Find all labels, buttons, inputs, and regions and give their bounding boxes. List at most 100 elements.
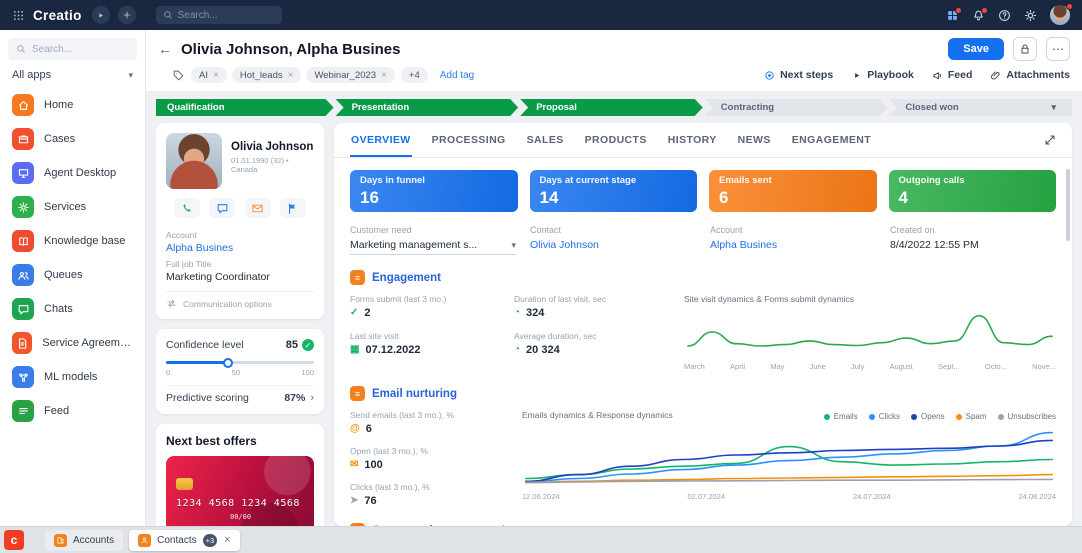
sidebar-item-services[interactable]: Services	[8, 190, 137, 224]
tag-chip[interactable]: Webinar_2023 ×	[306, 67, 395, 83]
tag-icon	[172, 69, 185, 82]
workspaces-icon[interactable]	[946, 6, 962, 22]
tab-overview[interactable]: OVERVIEW	[350, 123, 412, 157]
metric-emails-sent[interactable]: Emails sent 6	[709, 170, 877, 212]
tag-label: Hot_leads	[239, 69, 283, 81]
pipeline-stage-proposal[interactable]: Proposal	[520, 99, 703, 116]
contact-roles-title[interactable]: Contact roles	[372, 525, 446, 527]
taskbar-tab-contacts[interactable]: Contacts +3 ×	[129, 529, 240, 551]
attachments-button[interactable]: Attachments	[990, 69, 1070, 81]
global-search[interactable]	[155, 6, 282, 24]
tag-chip[interactable]: AI ×	[191, 67, 227, 83]
taskbar-tab-accounts[interactable]: Accounts	[45, 529, 124, 551]
roles-search-input[interactable]	[552, 525, 627, 526]
mail-button[interactable]	[244, 198, 271, 218]
engagement-stats: Forms submit (last 3 mo.) ✓ 2 Duration of l…	[350, 294, 664, 371]
field-value[interactable]: Alpha Busines	[710, 239, 876, 251]
user-avatar[interactable]	[1050, 3, 1073, 25]
back-button[interactable]: ←	[158, 41, 172, 57]
close-tab-icon[interactable]: ×	[224, 534, 231, 546]
sidebar-item-home[interactable]: Home	[8, 88, 137, 122]
field-value[interactable]: Olivia Johnson	[530, 239, 696, 251]
sidebar-item-cases[interactable]: Cases	[8, 122, 137, 156]
scrollbar-thumb[interactable]	[1066, 169, 1070, 241]
tab-news[interactable]: NEWS	[737, 134, 771, 146]
tab-products[interactable]: PRODUCTS	[584, 134, 647, 146]
communication-options-button[interactable]: Communication options	[166, 298, 314, 309]
legend-item-clicks: Clicks	[868, 412, 900, 421]
tags-overflow[interactable]: +4	[400, 67, 428, 83]
field-value[interactable]: Marketing management s... ▾	[350, 239, 516, 255]
roles-search[interactable]	[537, 525, 627, 526]
pipeline-stage-presentation[interactable]: Presentation	[336, 99, 519, 116]
field-label: Created on	[890, 225, 935, 235]
legend-dot	[955, 413, 962, 420]
email-nurturing-title[interactable]: Email nurturing	[372, 387, 457, 400]
workspace-selector[interactable]: All apps ▾	[8, 60, 137, 88]
next-steps-button[interactable]: Next steps	[764, 69, 833, 81]
credit-card-image[interactable]: 1234 4568 1234 4568 00/00 CARDHOLDER NAM…	[166, 456, 314, 526]
sidebar-item-queues[interactable]: Queues	[8, 258, 137, 292]
add-tag-button[interactable]: Add tag	[439, 69, 475, 81]
remove-tag-icon[interactable]: ×	[287, 69, 294, 81]
notifications-icon[interactable]	[972, 6, 988, 22]
legend-item-opens: Opens	[911, 412, 945, 421]
contact-roles-section: ≡ Contact roles + ↻ ⋮ ContactPrimary con	[350, 523, 1056, 526]
slider-handle[interactable]	[223, 357, 234, 368]
tab-sales[interactable]: SALES	[526, 134, 564, 146]
creatio-taskbar-icon[interactable]: c	[4, 530, 24, 550]
sidebar-item-feed[interactable]: Feed	[8, 394, 137, 428]
pipeline-stage-qualification[interactable]: Qualification	[156, 99, 334, 116]
pipeline-stage-closed-won[interactable]: Closed won ▾	[889, 99, 1072, 116]
sidebar-item-knowledge-base[interactable]: Knowledge base	[8, 224, 137, 258]
pipeline-stage-contracting[interactable]: Contracting	[705, 99, 888, 116]
chevron-down-icon[interactable]: ▾	[511, 239, 516, 250]
add-role-button[interactable]: +	[457, 524, 465, 526]
quick-add-button[interactable]	[117, 6, 136, 24]
sidebar-item-agent-desktop[interactable]: Agent Desktop	[8, 156, 137, 190]
more-button[interactable]: ⋯	[1046, 37, 1070, 61]
contact-name: Olivia Johnson	[231, 141, 314, 153]
chat-button[interactable]	[209, 198, 236, 218]
predictive-scoring-row[interactable]: Predictive scoring 87% ›	[166, 392, 314, 404]
run-process-button[interactable]	[91, 6, 110, 24]
remove-tag-icon[interactable]: ×	[212, 69, 219, 81]
engagement-title[interactable]: Engagement	[372, 271, 442, 284]
stat-label: Average duration, sec	[514, 331, 597, 341]
sidebar-item-service-agreements[interactable]: Service Agreements	[8, 326, 137, 360]
app-launcher-icon[interactable]	[12, 9, 25, 22]
sidebar-search-input[interactable]	[32, 43, 129, 55]
save-button[interactable]: Save	[948, 38, 1004, 60]
profile-fields: Account Alpha Busines Full job Title Market…	[166, 230, 314, 283]
tag-chip[interactable]: Hot_leads ×	[231, 67, 302, 83]
settings-icon[interactable]	[1024, 9, 1037, 22]
sidebar-item-ml-models[interactable]: ML models	[8, 360, 137, 394]
help-icon[interactable]	[998, 9, 1011, 22]
feed-button[interactable]: Feed	[932, 69, 972, 81]
lock-button[interactable]	[1013, 37, 1037, 61]
field-value-account[interactable]: Alpha Busines	[166, 242, 234, 254]
contact-photo[interactable]	[166, 133, 222, 189]
tab-history[interactable]: HISTORY	[667, 134, 717, 146]
expand-icon[interactable]	[1044, 134, 1056, 146]
sidebar-item-chats[interactable]: Chats	[8, 292, 137, 326]
chevron-down-icon[interactable]: ▾	[1051, 102, 1056, 112]
metric-days-at-current-stage[interactable]: Days at current stage 14	[529, 170, 697, 212]
playbook-button[interactable]: Playbook	[851, 69, 914, 81]
confidence-slider[interactable]	[166, 357, 314, 368]
phone-button[interactable]	[174, 198, 200, 218]
tab-processing[interactable]: PROCESSING	[431, 134, 506, 146]
tab-engagement[interactable]: ENGAGEMENT	[791, 134, 872, 146]
sidebar-search[interactable]	[8, 38, 137, 60]
slider-scale: 0 50 100	[166, 368, 314, 377]
kebab-menu-button[interactable]: ⋮	[497, 524, 510, 526]
metric-days-in-funnel[interactable]: Days in funnel 16	[350, 170, 518, 212]
refresh-button[interactable]: ↻	[475, 524, 486, 526]
email-nurturing-section: ≡ Email nurturing Send emails (last 3 mo…	[350, 386, 1056, 507]
flag-button[interactable]	[279, 198, 306, 218]
metric-outgoing-calls[interactable]: Outgoing calls 4	[888, 170, 1056, 212]
global-search-input[interactable]	[177, 9, 275, 21]
record-tabs-row: OVERVIEW PROCESSING SALES PRODUCTS HISTORY NE…	[334, 123, 1072, 158]
forms-icon: ✓	[350, 307, 359, 318]
remove-tag-icon[interactable]: ×	[381, 69, 387, 81]
